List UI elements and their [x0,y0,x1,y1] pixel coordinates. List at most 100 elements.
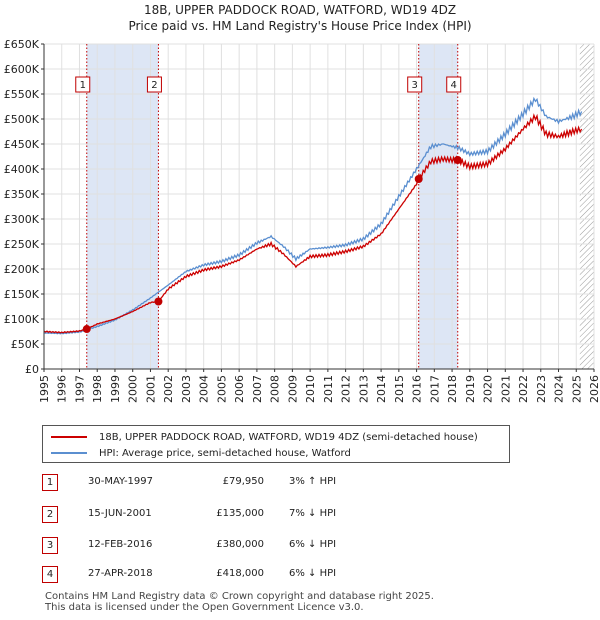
transaction-hpi-change: 6% ↓ HPI [289,568,337,579]
transaction-date: 30-MAY-1997 [88,476,154,487]
transaction-row: 1 30-MAY-1997 £79,950 3% ↑ HPI [42,474,542,492]
x-tick-label: 2021 [499,375,512,403]
marker-number: 4 [451,80,457,91]
x-tick-label: 2001 [144,375,157,403]
marker-number: 1 [80,80,86,91]
footer-licence: This data is licensed under the Open Gov… [45,602,364,613]
marker-number: 3 [412,80,418,91]
y-tick-label: £400K [4,163,40,176]
y-tick-label: £450K [4,138,40,151]
transaction-row: 3 12-FEB-2016 £380,000 6% ↓ HPI [42,537,542,555]
transaction-point [453,156,462,164]
forecast-hatch [579,44,594,369]
marker-box [146,76,162,93]
transaction-marker: 3 [42,537,58,554]
price-chart: 1 2 3 4 £0 £50K £100K £150K £200K £250K £300K £350K… [4,38,600,403]
transaction-date: 12-FEB-2016 [88,539,153,550]
x-tick-label: 1996 [56,375,69,403]
x-tick-label: 2019 [464,375,477,403]
transaction-point [414,175,423,183]
x-tick-label: 2003 [180,375,193,403]
x-tick-label: 2013 [357,375,370,403]
x-tick-label: 2025 [570,375,583,403]
sale-period-shade [86,44,159,369]
chart-title-line1: 18B, UPPER PADDOCK ROAD, WATFORD, WD19 4… [143,3,457,17]
chart-title-line2: Price paid vs. HM Land Registry's House … [128,19,472,33]
x-tick-label: 2026 [588,375,600,403]
y-tick-label: £0 [25,363,39,376]
x-tick-label: 2004 [198,375,211,403]
legend-item-property: 18B, UPPER PADDOCK ROAD, WATFORD, WD19 4… [51,430,478,444]
x-tick-label: 2012 [340,375,353,403]
footer-copyright: Contains HM Land Registry data © Crown c… [45,591,434,602]
transaction-marker-label: 1 [75,76,91,93]
x-tick-label: 2010 [304,375,317,403]
y-tick-label: £650K [4,38,40,51]
transaction-marker: 2 [42,506,58,523]
hpi-line [43,96,583,335]
x-tick-label: 2020 [482,375,495,403]
y-tick-label: £500K [4,113,40,126]
transaction-date: 15-JUN-2001 [88,508,152,519]
sale-period-shade [418,44,458,369]
y-tick-label: £200K [4,263,40,276]
chart-legend: 18B, UPPER PADDOCK ROAD, WATFORD, WD19 4… [42,425,510,463]
x-tick-label: 2022 [517,375,530,403]
y-tick-label: £300K [4,213,40,226]
transaction-hpi-change: 3% ↑ HPI [289,476,337,487]
transaction-price: £135,000 [216,508,264,519]
transaction-marker: 4 [42,566,58,583]
x-tick-label: 2016 [411,375,424,403]
x-tick-label: 2005 [215,375,228,403]
y-tick-label: £50K [11,338,40,351]
y-tick-label: £350K [4,188,40,201]
x-tick-label: 2015 [393,375,406,403]
transaction-date: 27-APR-2018 [88,568,153,579]
transaction-row: 4 27-APR-2018 £418,000 6% ↓ HPI [42,566,542,584]
marker-box [75,76,91,93]
transaction-marker: 1 [42,474,58,491]
x-tick-label: 1999 [109,375,122,403]
y-tick-label: £250K [4,238,40,251]
legend-hpi-label: HPI: Average price, semi-detached house,… [99,447,351,459]
transaction-price: £79,950 [222,476,264,487]
x-tick-label: 2002 [162,375,175,403]
footer-attribution: Contains HM Land Registry data © Crown c… [45,591,434,613]
transaction-price: £380,000 [216,539,264,550]
transaction-marker-label: 3 [407,76,423,93]
x-tick-label: 2000 [127,375,140,403]
y-tick-label: £550K [4,88,40,101]
transaction-row: 2 15-JUN-2001 £135,000 7% ↓ HPI [42,506,542,524]
x-tick-label: 2023 [535,375,548,403]
hpi-line-swatch [51,452,87,454]
transaction-point [82,325,91,334]
x-tick-label: 1997 [73,375,86,403]
marker-box [446,76,462,93]
transaction-hpi-change: 6% ↓ HPI [289,539,337,550]
x-tick-label: 2006 [233,375,246,403]
x-tick-label: 2009 [286,375,299,403]
x-tick-label: 2008 [269,375,282,403]
x-tick-label: 1998 [91,375,104,403]
property-price-line [43,113,583,334]
x-tick-label: 2014 [375,375,388,403]
x-tick-label: 2007 [251,375,264,403]
legend-item-hpi: HPI: Average price, semi-detached house,… [51,446,351,460]
x-tick-label: 2018 [446,375,459,403]
x-tick-label: 1995 [38,375,51,403]
y-tick-label: £600K [4,63,40,76]
x-tick-label: 2011 [322,375,335,403]
legend-property-label: 18B, UPPER PADDOCK ROAD, WATFORD, WD19 4… [99,431,478,443]
y-tick-label: £150K [4,288,40,301]
transaction-price: £418,000 [216,568,264,579]
property-line-swatch [51,436,87,438]
transaction-point [154,297,163,306]
marker-box [407,76,423,93]
transaction-marker-label: 4 [446,76,462,93]
x-tick-label: 2017 [428,375,441,403]
transaction-hpi-change: 7% ↓ HPI [289,508,337,519]
marker-number: 2 [151,80,157,91]
transaction-marker-label: 2 [146,76,162,93]
x-tick-label: 2024 [553,375,566,403]
y-tick-label: £100K [4,313,40,326]
